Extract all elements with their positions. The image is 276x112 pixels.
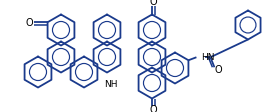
Text: HN: HN	[201, 53, 215, 62]
Text: O: O	[25, 18, 33, 28]
Text: NH: NH	[104, 80, 118, 88]
Text: O: O	[215, 65, 222, 75]
Text: O: O	[149, 0, 157, 6]
Text: O: O	[149, 104, 157, 112]
